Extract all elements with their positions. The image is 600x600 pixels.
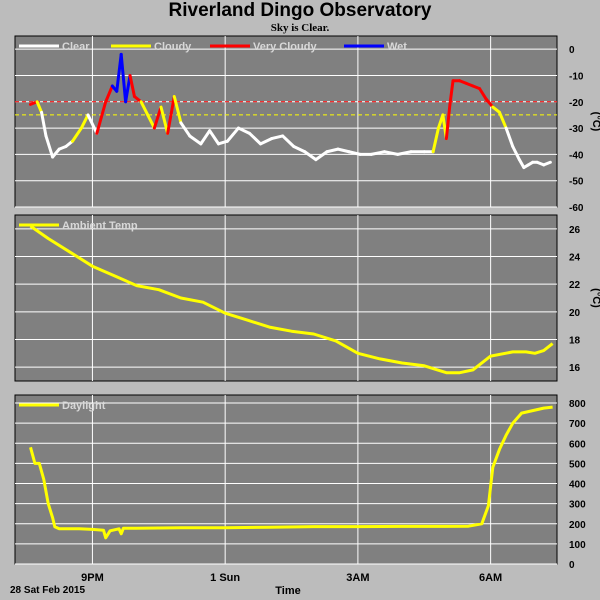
series-segment: [484, 97, 495, 109]
series-segment: [179, 121, 192, 138]
series-segment: [86, 113, 99, 135]
y-tick-label: 200: [569, 520, 586, 531]
y-tick-label: -50: [569, 177, 584, 188]
series-segment: [188, 134, 203, 146]
series-segment: [236, 126, 251, 135]
series-segment: [314, 150, 329, 162]
series-segment: [51, 147, 61, 159]
series-segment: [124, 73, 132, 104]
x-tick-label: 9PM: [81, 572, 104, 584]
series-segment: [292, 144, 307, 154]
series-segment: [396, 150, 413, 156]
legend-label: Ambient Temp: [62, 220, 138, 232]
series-segment: [517, 158, 526, 170]
series-segment: [336, 147, 351, 154]
plot-area: [14, 394, 558, 565]
series-segment: [259, 137, 274, 146]
panel-1: 0 -10 -20 -30 -40 -50 -60 (°C) Clear Cloudy Very C…: [14, 35, 600, 214]
series-line: [29, 224, 554, 375]
series-segment: [128, 73, 136, 99]
series-segment: [478, 87, 488, 101]
y-tick-label: -60: [569, 203, 584, 214]
panel-2: 26 24 22 20 18 16 (°C) Ambient Temp: [14, 214, 600, 382]
legend-label: Daylight: [62, 400, 106, 412]
y-tick-label: 0: [569, 560, 575, 571]
series-segment: [35, 100, 44, 114]
series-segment: [303, 150, 318, 162]
series-segment: [511, 144, 521, 162]
y-tick-label: 22: [569, 280, 581, 291]
series-segment: [431, 126, 440, 154]
series-segment: [217, 139, 229, 146]
y-tick-label: 100: [569, 540, 586, 551]
y-tick-label: 26: [569, 225, 581, 236]
series-segment: [497, 110, 508, 130]
plot-area: [14, 214, 558, 382]
y-tick-label: -30: [569, 124, 584, 135]
panel-3: 800 700 600 500 400 300 200 100 0 Daylight: [14, 394, 586, 571]
y-axis-label: (°C): [590, 288, 600, 308]
series-segment: [208, 129, 221, 146]
x-axis-label: Time: [275, 585, 300, 597]
y-tick-label: 16: [569, 363, 581, 374]
series-segment: [382, 150, 400, 156]
series-segment: [270, 134, 285, 141]
series-segment: [119, 52, 128, 104]
plot-area: [14, 35, 558, 208]
y-axis-label: (°C): [590, 112, 600, 132]
y-tick-label: -20: [569, 98, 584, 109]
series-segment: [444, 102, 452, 141]
legend-label: Wet: [387, 41, 407, 53]
y-tick-label: 20: [569, 308, 581, 319]
y-tick-label: -10: [569, 71, 584, 82]
series-segment: [146, 113, 156, 130]
y-tick-label: 300: [569, 500, 586, 511]
series-segment: [347, 150, 362, 156]
legend-label: Clear: [62, 41, 90, 53]
series-segment: [369, 150, 386, 156]
series-segment: [504, 126, 515, 148]
series-segment: [172, 95, 183, 125]
series-segment: [95, 100, 108, 135]
series-segment: [79, 113, 90, 130]
series-segment: [448, 79, 455, 106]
y-tick-label: 400: [569, 480, 586, 491]
series-segment: [199, 129, 212, 146]
x-tick-label: 6AM: [479, 572, 502, 584]
x-tick-label: 1 Sun: [210, 572, 240, 584]
series-segment: [71, 126, 83, 143]
y-tick-label: 800: [569, 399, 586, 410]
series-segment: [139, 100, 150, 117]
series-line: [29, 405, 553, 540]
series-segment: [281, 134, 296, 148]
series-segment: [44, 134, 55, 159]
series-segment: [40, 110, 48, 138]
y-tick-label: 500: [569, 459, 586, 470]
legend-label: Very Cloudy: [253, 41, 317, 53]
series-segment: [247, 131, 263, 146]
series-segment: [104, 84, 114, 104]
y-tick-label: 600: [569, 439, 586, 450]
y-tick-label: 700: [569, 419, 586, 430]
x-tick-label: 3AM: [346, 572, 369, 584]
date-label: 28 Sat Feb 2015: [10, 585, 86, 596]
series-segment: [152, 105, 163, 130]
y-tick-label: -40: [569, 150, 584, 161]
series-segment: [225, 126, 240, 143]
series-segment: [159, 105, 170, 135]
series-segment: [325, 147, 340, 154]
legend-label: Cloudy: [154, 41, 192, 53]
y-tick-label: 24: [569, 253, 581, 264]
y-tick-label: 18: [569, 336, 581, 347]
series-segment: [166, 95, 176, 135]
series-segment: [542, 160, 552, 167]
y-tick-label: 0: [569, 45, 575, 56]
sky-status-subtitle: Sky is Clear.: [270, 22, 330, 34]
chart-title: Riverland Dingo Observatory: [168, 0, 432, 21]
